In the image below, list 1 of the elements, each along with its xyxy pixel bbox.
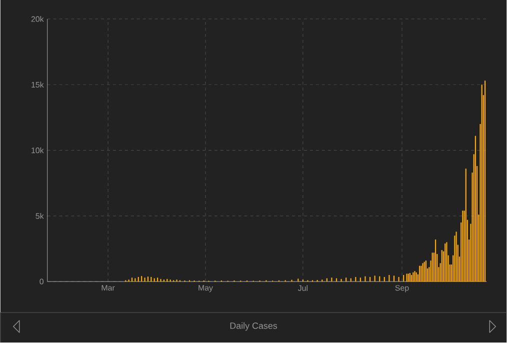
text: Daily Cases [230,322,278,331]
